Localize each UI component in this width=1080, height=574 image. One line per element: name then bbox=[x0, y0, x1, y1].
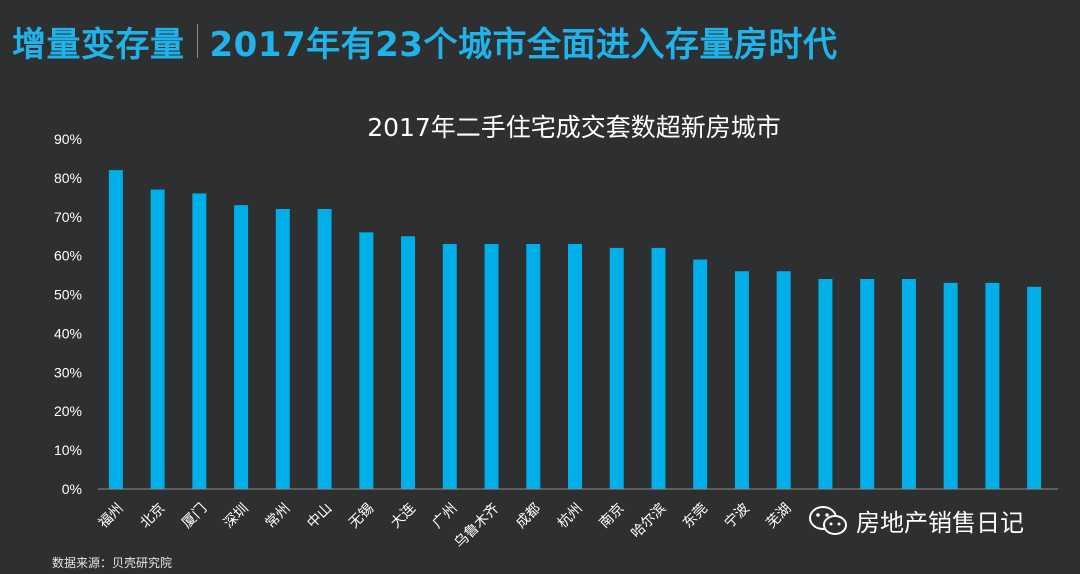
header-divider bbox=[196, 24, 198, 58]
bar bbox=[651, 247, 666, 489]
y-tick-label: 90% bbox=[54, 131, 82, 147]
x-tick-label: 无锡 bbox=[346, 501, 377, 532]
y-tick-label: 70% bbox=[54, 209, 82, 225]
bar bbox=[776, 271, 791, 489]
x-tick-label: 杭州 bbox=[555, 501, 586, 532]
bar bbox=[526, 244, 541, 489]
x-tick-label: 南京 bbox=[596, 501, 627, 532]
chart-title: 2017年二手住宅成交套数超新房城市 bbox=[367, 113, 781, 142]
y-tick-label: 0% bbox=[62, 481, 82, 497]
bar bbox=[150, 189, 165, 490]
bar bbox=[442, 244, 457, 489]
y-tick-label: 30% bbox=[54, 364, 82, 380]
bar bbox=[401, 236, 416, 489]
x-tick-label: 哈尔滨 bbox=[628, 501, 669, 542]
watermark-text: 房地产销售日记 bbox=[856, 509, 1024, 537]
page-header: 增量变存量 2017年有23个城市全面进入存量房时代 bbox=[12, 16, 837, 66]
bar bbox=[568, 244, 582, 489]
y-tick-label: 80% bbox=[54, 170, 82, 186]
y-tick-label: 40% bbox=[54, 325, 82, 341]
bar bbox=[192, 193, 207, 489]
bar bbox=[484, 244, 499, 489]
bar bbox=[1027, 286, 1042, 489]
bar bbox=[901, 279, 916, 489]
y-tick-label: 50% bbox=[54, 287, 82, 303]
bar bbox=[609, 247, 624, 489]
x-tick-label: 深圳 bbox=[221, 501, 252, 532]
bar bbox=[234, 205, 249, 489]
header-left-title: 增量变存量 bbox=[12, 24, 185, 65]
x-tick-label: 北京 bbox=[137, 501, 168, 532]
x-tick-label: 中山 bbox=[304, 501, 335, 532]
bars-group bbox=[108, 170, 1042, 490]
y-axis-ticks: 0% 10% 20% 30% 40% 50% 60% 70% 80% 90% bbox=[54, 131, 82, 497]
bar bbox=[693, 259, 708, 489]
y-tick-label: 20% bbox=[54, 403, 82, 419]
x-tick-label: 广州 bbox=[429, 501, 460, 532]
bar bbox=[275, 209, 290, 489]
bar bbox=[943, 282, 958, 489]
x-tick-label: 成都 bbox=[513, 501, 544, 532]
x-tick-label: 乌鲁木齐 bbox=[451, 501, 502, 552]
header-right-title: 2017年有23个城市全面进入存量房时代 bbox=[209, 24, 838, 65]
bar bbox=[818, 279, 833, 489]
bar bbox=[860, 279, 875, 489]
x-tick-label: 宁波 bbox=[721, 500, 753, 532]
x-tick-label: 福州 bbox=[96, 501, 127, 532]
y-tick-label: 10% bbox=[54, 442, 82, 458]
x-tick-label: 东莞 bbox=[680, 501, 711, 532]
y-tick-label: 60% bbox=[54, 248, 82, 264]
x-tick-label: 芜湖 bbox=[763, 500, 795, 532]
x-tick-label: 厦门 bbox=[179, 501, 210, 532]
bar bbox=[108, 170, 123, 489]
bar bbox=[359, 232, 374, 490]
watermark: 房地产销售日记 bbox=[808, 503, 1024, 538]
data-source-note: 数据来源：贝壳研究院 bbox=[52, 556, 173, 570]
x-tick-label: 大连 bbox=[388, 501, 419, 532]
bar bbox=[734, 271, 749, 489]
bar bbox=[317, 209, 332, 489]
wechat-icon bbox=[809, 505, 847, 535]
bar bbox=[985, 282, 1000, 489]
x-tick-label: 常州 bbox=[263, 501, 294, 532]
